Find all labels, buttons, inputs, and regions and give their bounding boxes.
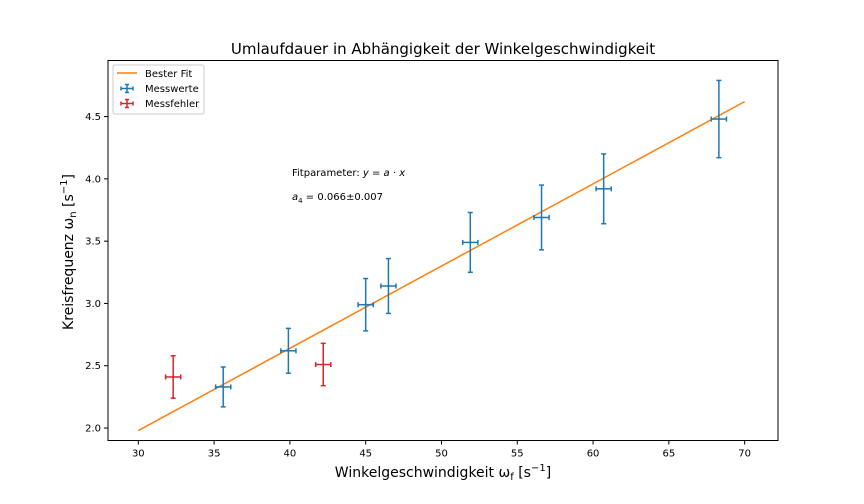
legend-messwerte-label: Messwerte: [145, 84, 199, 95]
series-layer: [137, 79, 746, 432]
y-tick-label: 2.0: [85, 424, 101, 435]
y-tick-label: 4.5: [85, 112, 101, 123]
x-axis-ticks: 30 35 40 45 50 55 60 65 70: [132, 440, 751, 460]
legend-messfehler-swatch: [120, 98, 134, 109]
fit-value-annotation: a4 = 0.066±0.007: [292, 192, 383, 205]
y-tick-label: 4.0: [85, 174, 101, 185]
messwerte-point: [461, 211, 479, 274]
chart-title: Umlaufdauer in Abhängigkeit der Winkelge…: [231, 40, 655, 58]
y-axis-ticks: 2.0 2.5 3.0 3.5 4.0 4.5: [85, 112, 108, 435]
legend-box: [112, 64, 205, 115]
legend-messwerte-swatch: [120, 83, 134, 94]
x-axis-label: Winkelgeschwindigkeit ωf [s−1]: [335, 463, 551, 483]
messwerte-point: [595, 153, 613, 225]
y-tick-label: 3.5: [85, 237, 101, 248]
x-tick-label: 35: [208, 449, 221, 460]
messfehler-point: [164, 355, 182, 399]
plot-area: [107, 60, 779, 441]
legend-fit-label: Bester Fit: [145, 69, 192, 80]
x-tick-label: 50: [435, 449, 448, 460]
messwerte-point: [380, 257, 397, 315]
x-tick-label: 40: [284, 449, 297, 460]
legend-messfehler-label: Messfehler: [145, 99, 200, 110]
fit-line: [137, 100, 746, 432]
fit-model-annotation: Fitparameter: y = a · x: [292, 168, 405, 179]
y-tick-label: 3.0: [85, 299, 101, 310]
messwerte-point: [710, 79, 728, 159]
x-tick-label: 55: [511, 449, 524, 460]
messwerte-point: [280, 327, 297, 374]
x-tick-label: 65: [662, 449, 675, 460]
messfehler-point: [314, 342, 332, 387]
x-tick-label: 70: [738, 449, 751, 460]
messwerte-point: [214, 366, 232, 408]
x-tick-label: 60: [587, 449, 600, 460]
y-tick-label: 2.5: [85, 361, 101, 372]
messwerte-point: [357, 277, 375, 332]
x-tick-label: 30: [132, 449, 145, 460]
y-axis-label: Kreisfrequenz ωn [s−1]: [59, 174, 79, 330]
legend: Bester Fit Messwerte Messfehler: [112, 64, 205, 115]
x-tick-label: 45: [359, 449, 372, 460]
messwerte-point: [533, 184, 550, 251]
